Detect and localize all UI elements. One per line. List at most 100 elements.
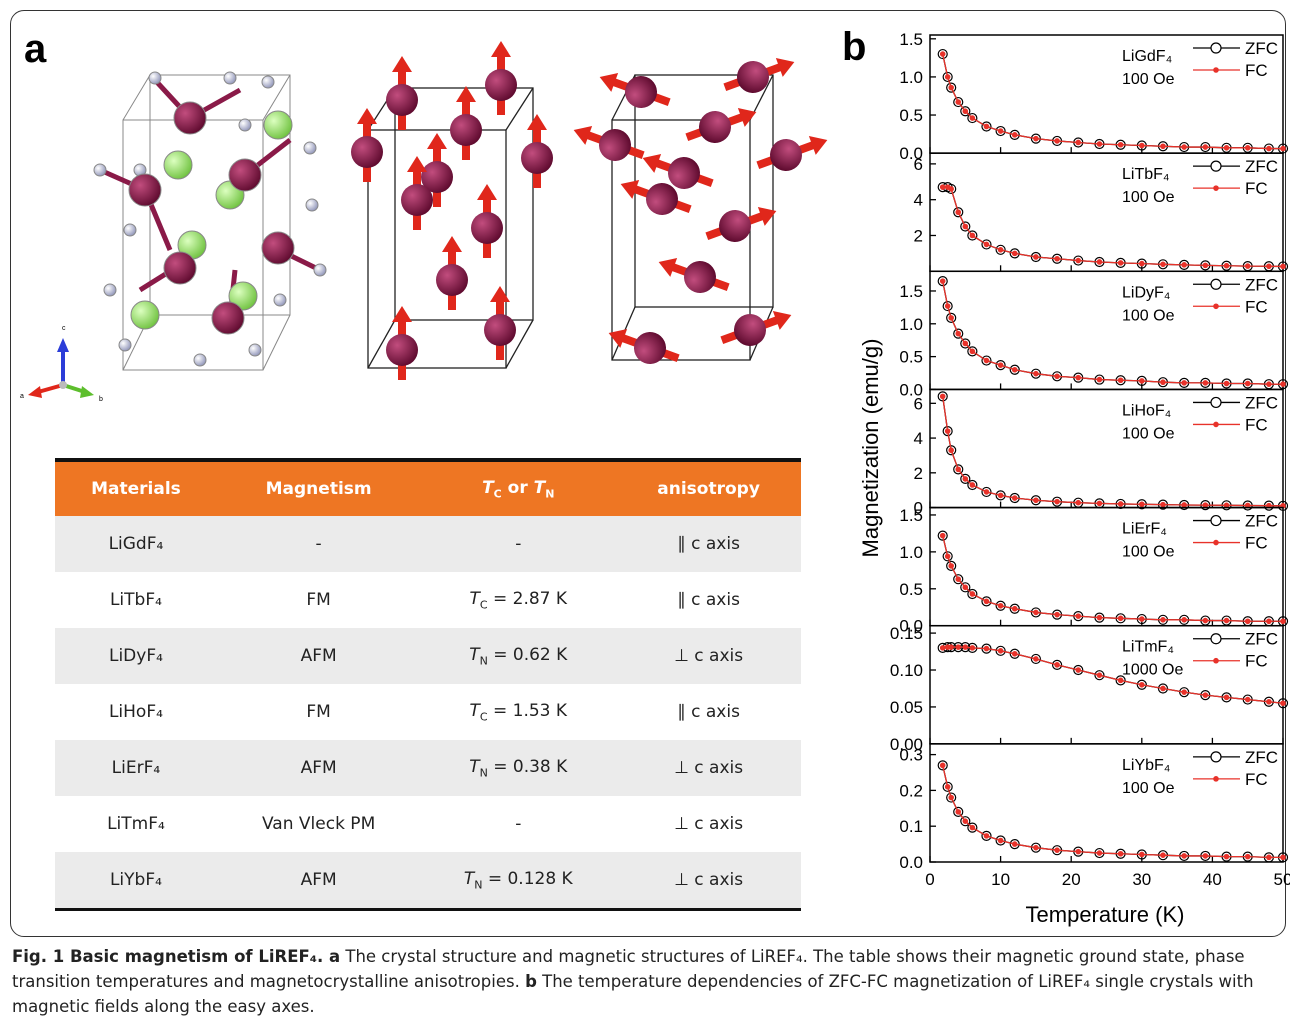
fc-marker [1281, 146, 1285, 150]
panel-label: b [842, 25, 866, 69]
table-cell: ⊥ c axis [616, 852, 801, 910]
fc-marker [1118, 852, 1122, 856]
y-tick-label: 4 [914, 429, 923, 448]
table-cell: ∥ c axis [616, 572, 801, 628]
fc-marker [1118, 261, 1122, 265]
fc-marker [963, 819, 967, 823]
y-tick-label: 0.05 [890, 698, 923, 717]
fc-marker [1161, 144, 1165, 148]
series-line [943, 54, 1283, 149]
table-cell: TN = 0.62 K [420, 628, 616, 684]
fc-marker [1203, 381, 1207, 385]
column-header: anisotropy [616, 460, 801, 516]
text-run: Magnetism [266, 479, 372, 499]
fc-marker [1161, 262, 1165, 266]
text-run: LiTbF₄ [110, 590, 162, 610]
fc-marker [1281, 264, 1285, 268]
legend-label: ZFC [1245, 157, 1278, 176]
page: a a b c b Magnetization (emu/g) Temperat… [0, 0, 1290, 1033]
legend-label: FC [1245, 770, 1268, 789]
table-cell: TN = 0.38 K [420, 740, 616, 796]
figure-caption: Fig. 1 Basic magnetism of LiREF₄. a The … [12, 944, 1280, 1019]
legend-label: FC [1245, 415, 1268, 434]
fc-marker [1203, 854, 1207, 858]
fc-marker [1097, 377, 1101, 381]
y-tick-label: 1.0 [899, 315, 923, 334]
ferromagnetic-structure [351, 41, 553, 380]
fc-marker [1224, 381, 1228, 385]
fc-marker [1140, 683, 1144, 687]
fc-marker [1161, 380, 1165, 384]
y-tick-label: 2 [914, 464, 923, 483]
fc-marker [1097, 673, 1101, 677]
table-cell: FM [217, 684, 420, 740]
legend-label: ZFC [1245, 393, 1278, 412]
text-run: T [534, 478, 546, 498]
fc-marker [1034, 255, 1038, 259]
table-cell: AFM [217, 628, 420, 684]
fc-marker [1034, 136, 1038, 140]
table-cell: LiHoF₄ [55, 684, 217, 740]
y-tick-label: 2 [914, 226, 923, 245]
fc-marker [1118, 378, 1122, 382]
fc-marker [1140, 261, 1144, 265]
legend-marker [1211, 279, 1221, 289]
fc-marker [1118, 678, 1122, 682]
fc-marker [998, 129, 1002, 133]
table-cell: - [420, 796, 616, 852]
fc-marker [984, 490, 988, 494]
fc-marker [970, 116, 974, 120]
table-cell: - [217, 516, 420, 572]
table-cell: ∥ c axis [616, 684, 801, 740]
plot-frame [930, 35, 1283, 153]
y-tick-label: 6 [914, 394, 923, 413]
y-tick-label: 0.3 [899, 746, 923, 765]
fc-marker [956, 810, 960, 814]
series-line [943, 396, 1283, 505]
material-label: LiErF₄ [1122, 521, 1167, 538]
fc-marker [1097, 260, 1101, 264]
fc-marker [984, 242, 988, 246]
legend-marker [1214, 68, 1218, 72]
series-line [943, 187, 1283, 266]
fc-marker [1161, 502, 1165, 506]
fc-marker [1013, 133, 1017, 137]
text-run: = 2.87 K [488, 589, 567, 609]
fc-marker [1281, 701, 1285, 705]
fc-marker [1013, 607, 1017, 611]
legend-marker [1211, 752, 1221, 762]
plot-frame [930, 744, 1283, 862]
fc-marker [970, 233, 974, 237]
table-cell: TN = 0.128 K [420, 852, 616, 910]
fc-marker [945, 429, 949, 433]
plot-frame [930, 153, 1283, 271]
fc-marker [949, 645, 953, 649]
table-row: LiTmF₄Van Vleck PM-⊥ c axis [55, 796, 801, 852]
text-run: N [545, 487, 554, 500]
table-cell: LiTmF₄ [55, 796, 217, 852]
fc-marker [1013, 251, 1017, 255]
table-cell: ⊥ c axis [616, 628, 801, 684]
table-cell: - [420, 516, 616, 572]
text-run: anisotropy [657, 479, 760, 499]
text-run: = 0.38 K [488, 757, 567, 777]
fc-marker [1267, 855, 1271, 859]
x-tick-label: 40 [1203, 870, 1222, 889]
series-line [943, 281, 1283, 384]
fc-marker [984, 646, 988, 650]
series-line [943, 536, 1283, 622]
fc-marker [941, 52, 945, 56]
material-label: LiDyF₄ [1122, 284, 1170, 301]
material-label: LiYbF₄ [1122, 757, 1170, 774]
y-tick-label: 1.5 [899, 282, 923, 301]
fc-marker [998, 493, 1002, 497]
fc-marker [1161, 853, 1165, 857]
table-cell: TC = 1.53 K [420, 684, 616, 740]
legend-label: ZFC [1245, 630, 1278, 649]
fc-marker [941, 646, 945, 650]
fc-marker [1140, 617, 1144, 621]
fc-marker [1013, 496, 1017, 500]
table-row: LiErF₄AFMTN = 0.38 K⊥ c axis [55, 740, 801, 796]
